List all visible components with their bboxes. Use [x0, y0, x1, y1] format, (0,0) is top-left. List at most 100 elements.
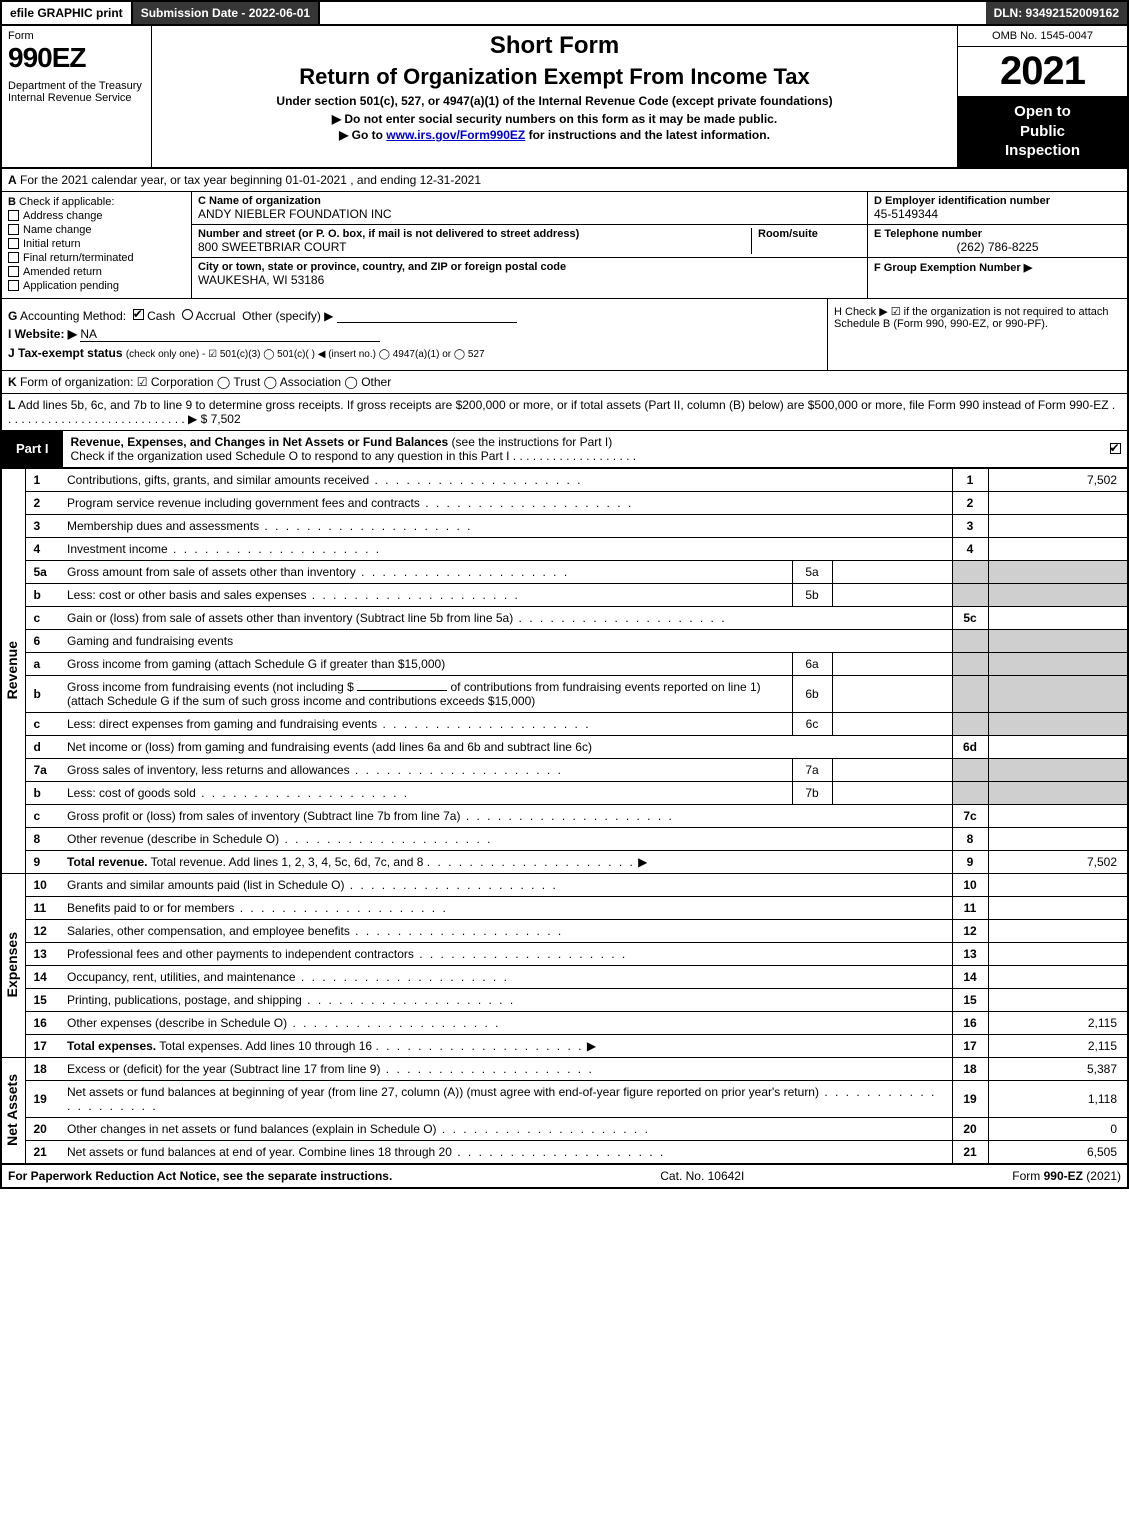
radio-accrual[interactable]: [182, 309, 193, 320]
cb-cash[interactable]: [133, 309, 144, 320]
dln-number: DLN: 93492152009162: [986, 2, 1127, 24]
line-desc: Total expenses. Total expenses. Add line…: [61, 1034, 952, 1057]
line-17: 17 Total expenses. Total expenses. Add l…: [1, 1034, 1128, 1057]
line-desc: Net income or (loss) from gaming and fun…: [61, 735, 952, 758]
line-rnum: 12: [952, 919, 988, 942]
line-num: 10: [25, 873, 61, 896]
line-11: 11 Benefits paid to or for members 11: [1, 896, 1128, 919]
website-value: NA: [80, 327, 380, 342]
header-left: Form 990EZ Department of the Treasury In…: [2, 26, 152, 167]
line-desc: Contributions, gifts, grants, and simila…: [61, 468, 952, 491]
k-lead: K: [8, 375, 17, 389]
line-desc: Other expenses (describe in Schedule O): [61, 1011, 952, 1034]
bullet2-pre: ▶ Go to: [339, 128, 386, 142]
line-19: 19 Net assets or fund balances at beginn…: [1, 1080, 1128, 1117]
col-b: B Check if applicable: Address change Na…: [2, 192, 192, 298]
cb-label: Address change: [23, 210, 103, 222]
line-value: 7,502: [988, 850, 1128, 873]
line-desc: Occupancy, rent, utilities, and maintena…: [61, 965, 952, 988]
line-desc: Printing, publications, postage, and shi…: [61, 988, 952, 1011]
cb-application-pending[interactable]: Application pending: [8, 280, 185, 292]
checkbox-icon: [8, 280, 19, 291]
part-i-check[interactable]: [1103, 431, 1127, 467]
cb-name-change[interactable]: Name change: [8, 224, 185, 236]
room-label: Room/suite: [758, 228, 861, 240]
under-section-text: Under section 501(c), 527, or 4947(a)(1)…: [162, 94, 947, 108]
ein-value: 45-5149344: [874, 207, 1121, 221]
l6b-blank: [357, 690, 447, 691]
ein-row: D Employer identification number 45-5149…: [868, 192, 1127, 225]
g-other: Other (specify) ▶: [242, 309, 333, 323]
line-num: 8: [25, 827, 61, 850]
bullet-no-ssn: ▶ Do not enter social security numbers o…: [162, 112, 947, 126]
shaded-cell: [988, 712, 1128, 735]
line-num: 12: [25, 919, 61, 942]
line-desc: Total revenue. Total revenue. Add lines …: [61, 850, 952, 873]
col-def: D Employer identification number 45-5149…: [867, 192, 1127, 298]
line-12: 12 Salaries, other compensation, and emp…: [1, 919, 1128, 942]
header-center: Short Form Return of Organization Exempt…: [152, 26, 957, 167]
line-num: 11: [25, 896, 61, 919]
line-value: [988, 896, 1128, 919]
part-i-check-text: Check if the organization used Schedule …: [71, 449, 637, 463]
shaded-cell: [952, 560, 988, 583]
line-desc: Net assets or fund balances at end of ye…: [61, 1140, 952, 1164]
line-rnum: 5c: [952, 606, 988, 629]
line-value: [988, 988, 1128, 1011]
line-rnum: 16: [952, 1011, 988, 1034]
line-num: c: [25, 606, 61, 629]
efile-topbar: efile GRAPHIC print Submission Date - 20…: [0, 0, 1129, 26]
cb-amended-return[interactable]: Amended return: [8, 266, 185, 278]
form-word: Form: [8, 30, 145, 42]
shaded-cell: [988, 675, 1128, 712]
cb-label: Application pending: [23, 280, 119, 292]
line-desc: Investment income: [61, 537, 952, 560]
cb-label: Amended return: [23, 266, 102, 278]
department-label: Department of the Treasury Internal Reve…: [8, 80, 145, 104]
org-name-label: C Name of organization: [198, 195, 861, 207]
line-desc: Less: cost of goods sold: [61, 781, 792, 804]
line-value: [988, 942, 1128, 965]
cb-address-change[interactable]: Address change: [8, 210, 185, 222]
footer-paperwork: For Paperwork Reduction Act Notice, see …: [8, 1169, 392, 1183]
street-value: 800 SWEETBRIAR COURT: [198, 240, 751, 254]
line-1: Revenue 1 Contributions, gifts, grants, …: [1, 468, 1128, 491]
line-rnum: 1: [952, 468, 988, 491]
cb-final-return[interactable]: Final return/terminated: [8, 252, 185, 264]
row-i: I Website: ▶ NA: [8, 327, 821, 342]
line-num: b: [25, 583, 61, 606]
line-desc: Gross income from fundraising events (no…: [61, 675, 792, 712]
line-9: 9 Total revenue. Total revenue. Add line…: [1, 850, 1128, 873]
line-num: 1: [25, 468, 61, 491]
sub-label: 6a: [792, 652, 832, 675]
line-8: 8 Other revenue (describe in Schedule O)…: [1, 827, 1128, 850]
cb-initial-return[interactable]: Initial return: [8, 238, 185, 250]
shaded-cell: [952, 652, 988, 675]
checkbox-icon: [8, 252, 19, 263]
sub-value: [832, 583, 952, 606]
line-num: 3: [25, 514, 61, 537]
city-label: City or town, state or province, country…: [198, 261, 861, 273]
line-desc: Gross income from gaming (attach Schedul…: [61, 652, 792, 675]
line-num: 21: [25, 1140, 61, 1164]
g-accrual: Accrual: [195, 309, 235, 323]
line-6b: b Gross income from fundraising events (…: [1, 675, 1128, 712]
g-label: Accounting Method:: [20, 309, 126, 323]
line-rnum: 10: [952, 873, 988, 896]
efile-print-label[interactable]: efile GRAPHIC print: [2, 2, 133, 24]
line-num: 14: [25, 965, 61, 988]
line-13: 13 Professional fees and other payments …: [1, 942, 1128, 965]
shaded-cell: [988, 758, 1128, 781]
short-form-title: Short Form: [162, 32, 947, 60]
line-rnum: 21: [952, 1140, 988, 1164]
line-num: b: [25, 781, 61, 804]
line-desc: Membership dues and assessments: [61, 514, 952, 537]
sub-label: 6b: [792, 675, 832, 712]
shaded-cell: [988, 652, 1128, 675]
line-value: [988, 606, 1128, 629]
k-text: Form of organization: ☑ Corporation ◯ Tr…: [20, 375, 391, 389]
line-rnum: 18: [952, 1057, 988, 1080]
header-right: OMB No. 1545-0047 2021 Open to Public In…: [957, 26, 1127, 167]
shaded-cell: [952, 712, 988, 735]
irs-link[interactable]: www.irs.gov/Form990EZ: [386, 128, 525, 142]
